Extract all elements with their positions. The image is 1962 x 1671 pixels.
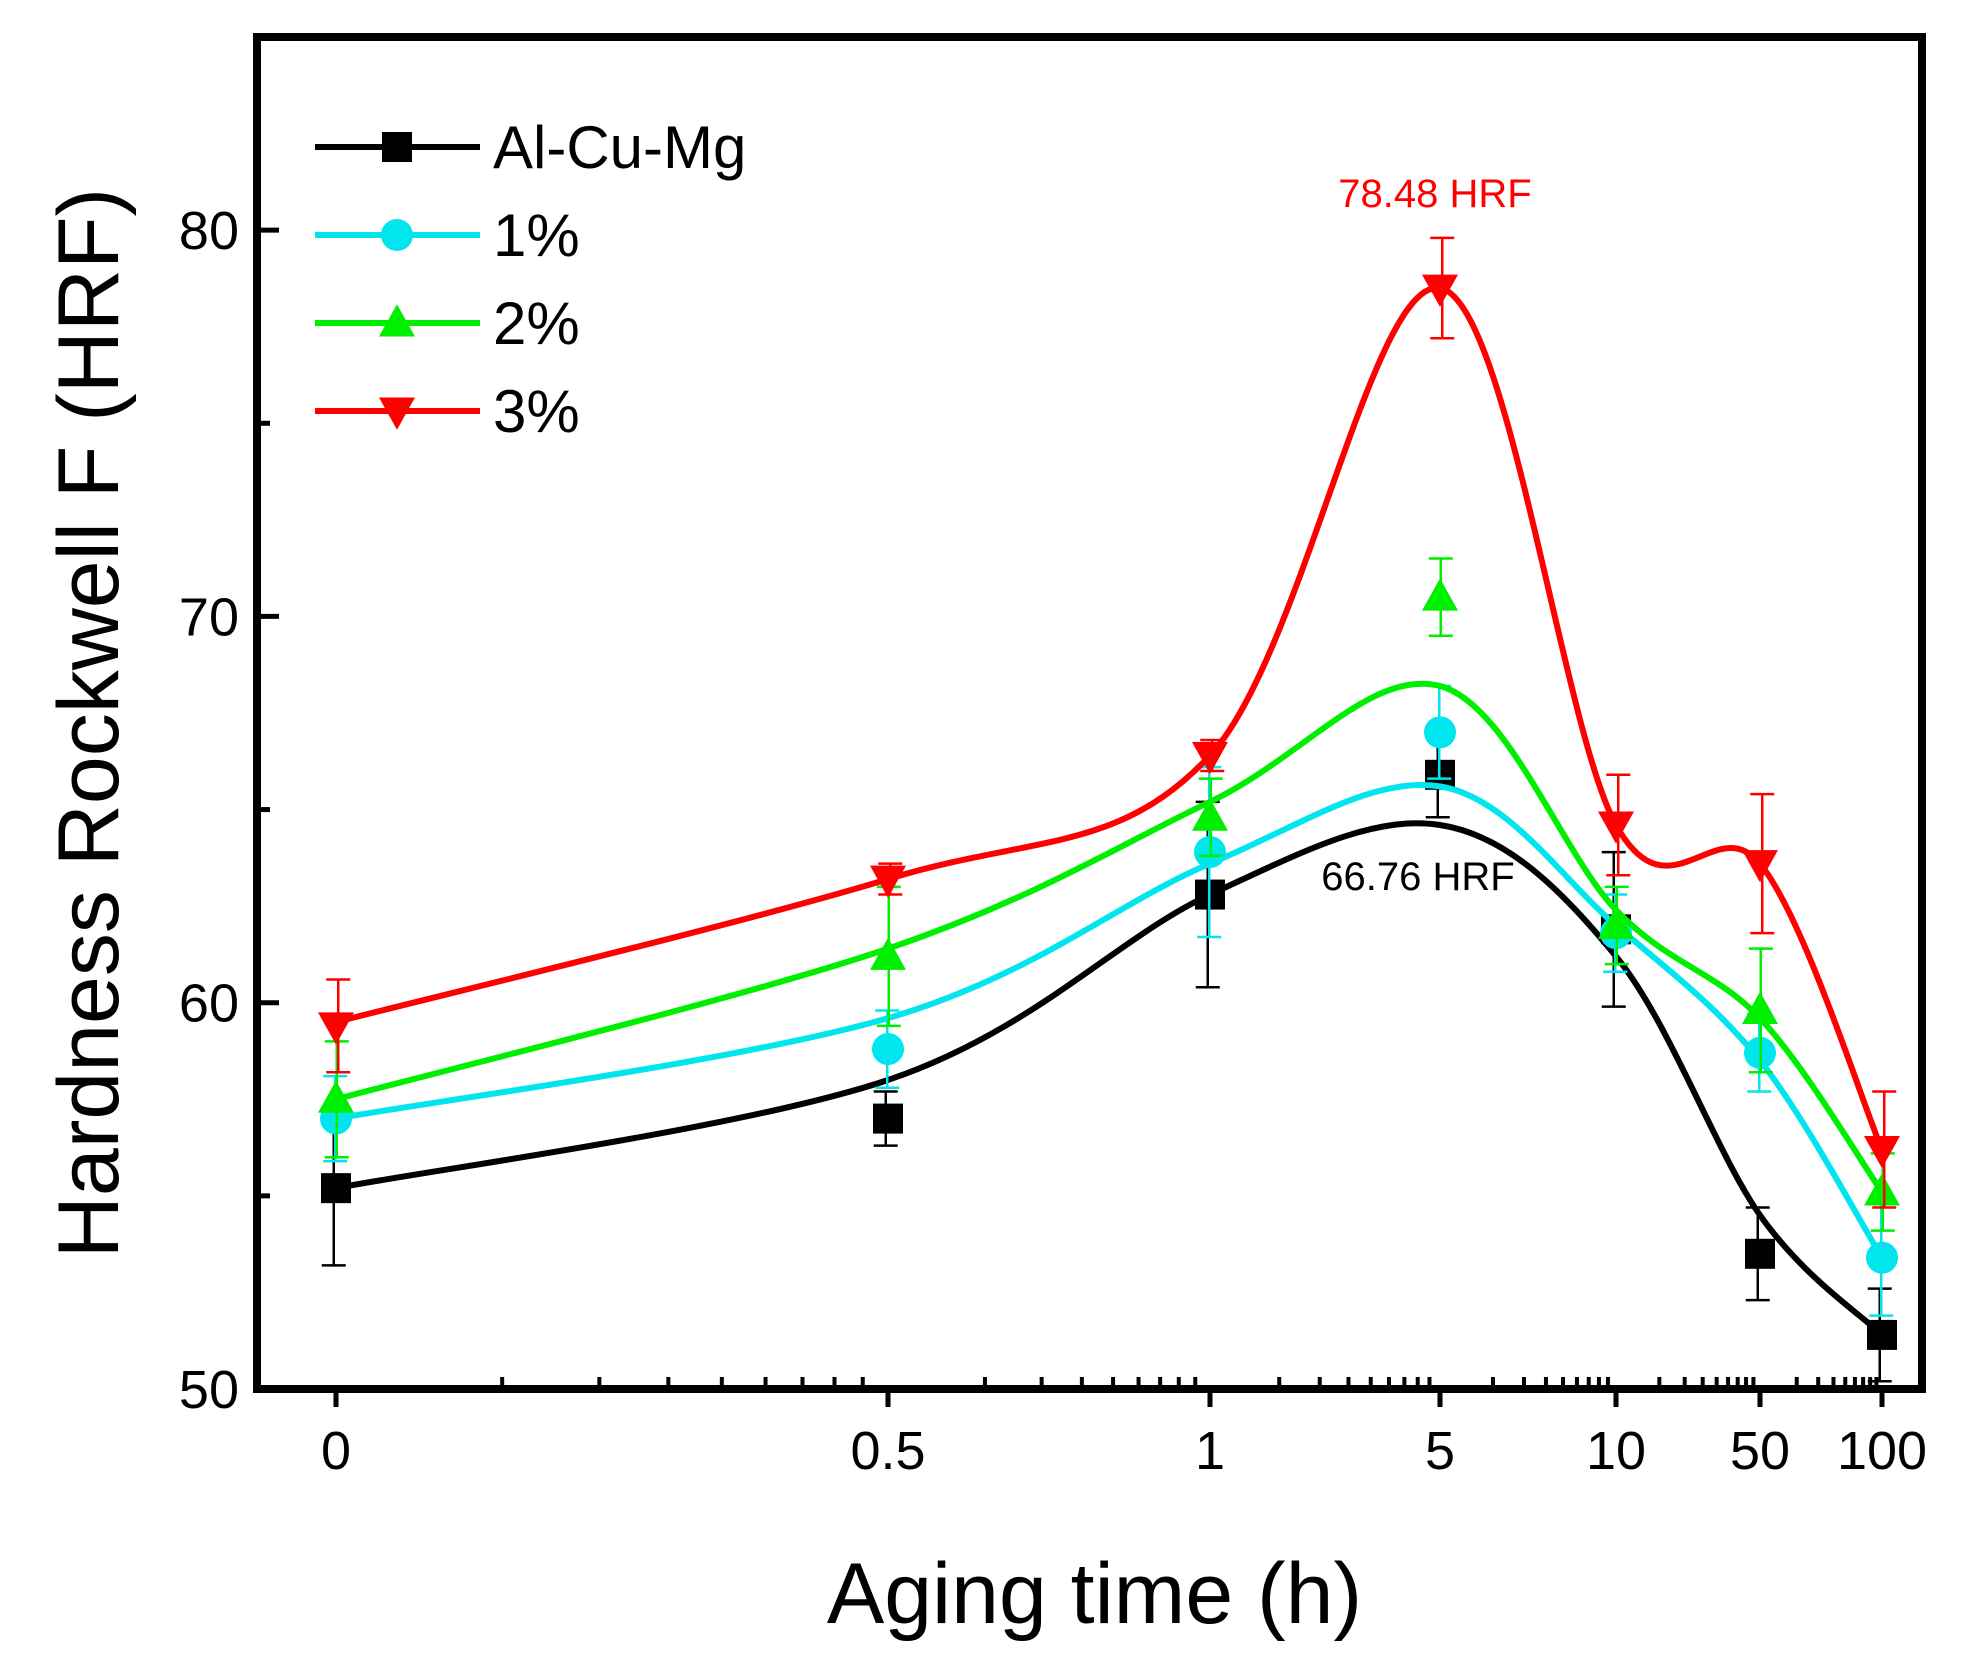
legend-label: Al-Cu-Mg (493, 114, 746, 181)
legend-item: Al-Cu-Mg (315, 114, 746, 181)
legend-item: 3% (315, 378, 580, 445)
legend-item: 2% (315, 290, 580, 357)
data-point (1864, 1136, 1900, 1169)
x-tick-label: 0.5 (850, 1421, 925, 1481)
data-point (1424, 716, 1456, 749)
y-axis-title: Hardness Rockwell F (HRF) (41, 188, 137, 1258)
series-line (335, 285, 1885, 1151)
data-point (1745, 1238, 1775, 1269)
series-3- (318, 236, 1900, 1209)
legend-marker (382, 132, 412, 162)
legend-marker (381, 219, 413, 251)
data-point (1598, 906, 1634, 939)
annotation-label: 66.76 HRF (1321, 855, 1514, 899)
series-line (335, 820, 1885, 1338)
data-point (872, 1033, 904, 1066)
y-tick-label: 80 (179, 201, 239, 261)
legend: Al-Cu-Mg 1% 2% 3% (315, 114, 746, 445)
y-tick-label: 70 (179, 587, 239, 647)
data-point (318, 1012, 354, 1045)
series-2- (318, 557, 1900, 1232)
series-1- (320, 684, 1898, 1317)
data-point (1867, 1319, 1897, 1350)
x-tick-label: 5 (1425, 1421, 1455, 1481)
data-point (1742, 991, 1778, 1024)
data-point (1192, 741, 1228, 775)
x-tick-label: 50 (1730, 1421, 1790, 1481)
legend-label: 2% (493, 290, 580, 357)
plot-frame (253, 33, 1926, 1393)
data-point (870, 865, 906, 898)
annotations: 78.48 HRF 66.76 HRF (1321, 172, 1531, 899)
x-tick-label: 1 (1195, 1421, 1225, 1481)
data-point (1598, 811, 1634, 844)
legend-label: 3% (493, 378, 580, 445)
x-tick-label: 10 (1586, 1421, 1646, 1481)
data-point (1866, 1241, 1898, 1274)
legend-item: 1% (315, 202, 580, 269)
y-tick-label: 60 (179, 974, 239, 1034)
x-axis-title: Aging time (h) (827, 1546, 1362, 1642)
axis-labels: 50 60 70 80 0 0.5 1 5 10 50 100 Aging time (h) Hardn… (41, 188, 1927, 1642)
data-point (1192, 798, 1228, 831)
axis-ticks (257, 34, 1885, 1407)
legend-marker (379, 304, 415, 337)
data-point (1422, 274, 1458, 307)
series-al-cu-mg (321, 731, 1897, 1383)
annotation-label: 78.48 HRF (1338, 172, 1531, 216)
data-point (321, 1173, 351, 1204)
data-point (1864, 1173, 1900, 1206)
plot-area (318, 236, 1900, 1383)
data-point (318, 1080, 354, 1113)
data-point (1422, 578, 1458, 611)
x-tick-label: 100 (1837, 1421, 1927, 1481)
data-point (1742, 850, 1778, 883)
x-tick-label: 0 (321, 1421, 351, 1481)
data-point (870, 937, 906, 970)
data-point (873, 1103, 903, 1134)
legend-label: 1% (493, 202, 580, 269)
series-line (335, 680, 1885, 1194)
legend-marker (379, 397, 415, 430)
y-tick-label: 50 (179, 1360, 239, 1420)
